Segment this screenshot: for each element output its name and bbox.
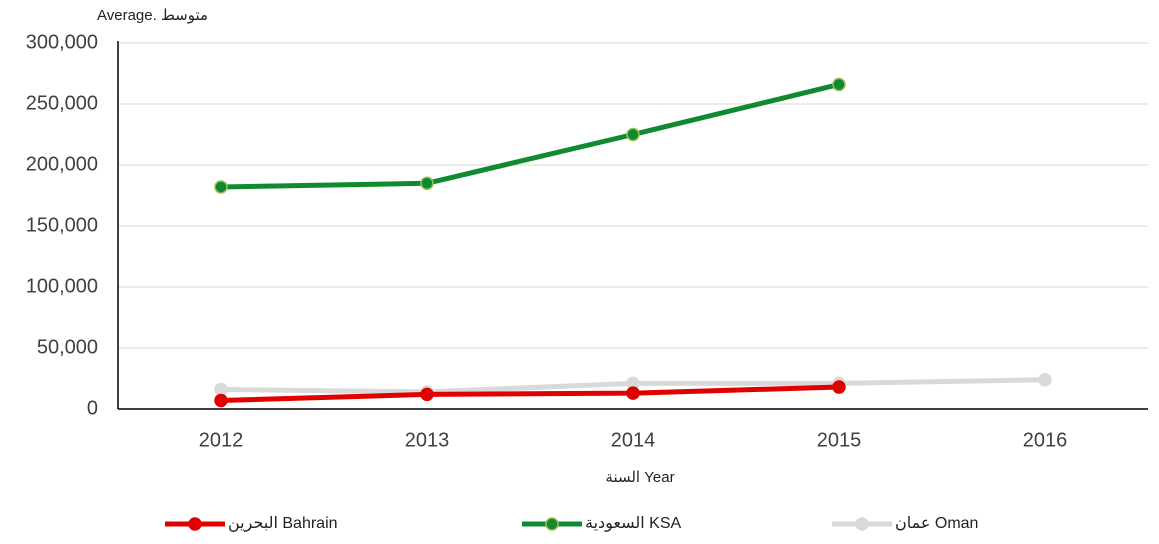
- legend-label: السعودية KSA: [585, 515, 682, 533]
- data-point: [832, 380, 846, 394]
- y-tick-label: 50,000: [37, 336, 98, 358]
- data-point: [214, 382, 228, 397]
- data-point: [420, 176, 434, 191]
- legend-label: البحرين Bahrain: [228, 515, 338, 533]
- y-axis-title: Average. متوسط: [97, 7, 208, 24]
- data-point: [214, 180, 228, 194]
- legend-marker: [188, 517, 202, 531]
- legend-marker: [855, 517, 869, 531]
- legend-label: عمان Oman: [895, 515, 978, 532]
- data-point: [214, 393, 228, 408]
- x-tick-label: 2013: [405, 429, 450, 451]
- x-axis-title: السنة Year: [605, 469, 674, 486]
- x-tick-label: 2012: [199, 429, 244, 451]
- y-tick-label: 150,000: [26, 214, 98, 236]
- y-tick-label: 300,000: [26, 31, 98, 53]
- data-point: [626, 386, 640, 400]
- x-tick-label: 2016: [1023, 429, 1068, 451]
- y-tick-label: 250,000: [26, 92, 98, 114]
- data-point: [420, 387, 434, 402]
- series-line: [220, 82, 840, 190]
- legend-marker: [545, 517, 559, 531]
- y-tick-label: 200,000: [26, 153, 98, 175]
- y-tick-label: 0: [87, 397, 98, 419]
- x-tick-label: 2015: [817, 429, 862, 451]
- y-tick-label: 100,000: [26, 275, 98, 297]
- data-point: [1038, 372, 1052, 387]
- x-tick-label: 2014: [611, 429, 656, 451]
- data-point: [626, 127, 640, 142]
- series-line: [220, 384, 840, 403]
- data-point: [832, 77, 846, 92]
